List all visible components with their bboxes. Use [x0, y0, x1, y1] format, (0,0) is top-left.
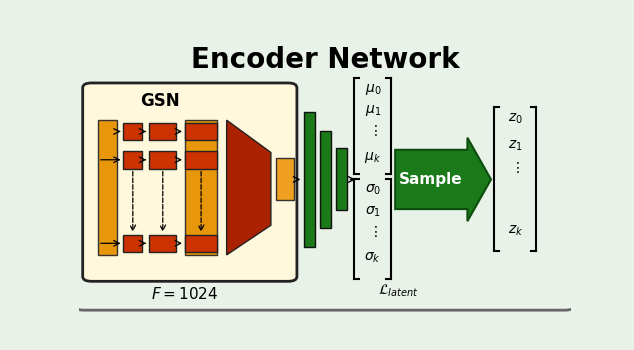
Bar: [336, 148, 347, 210]
Polygon shape: [227, 120, 271, 255]
Bar: [185, 120, 217, 255]
Text: $\sigma_0$: $\sigma_0$: [365, 183, 381, 197]
Bar: [124, 151, 142, 169]
Text: $\vdots$: $\vdots$: [368, 124, 378, 139]
Bar: [98, 120, 117, 255]
Bar: [320, 131, 331, 228]
Text: $\mu_1$: $\mu_1$: [365, 103, 381, 118]
Text: $\vdots$: $\vdots$: [368, 224, 378, 239]
Text: $F = 1024$: $F = 1024$: [151, 286, 219, 302]
Bar: [185, 123, 217, 140]
Bar: [149, 123, 176, 140]
Text: $\vdots$: $\vdots$: [510, 160, 520, 175]
Polygon shape: [395, 138, 491, 221]
Text: Encoder Network: Encoder Network: [191, 46, 459, 74]
Bar: [149, 151, 176, 169]
Text: $z_0$: $z_0$: [508, 112, 523, 126]
FancyBboxPatch shape: [72, 39, 577, 310]
FancyBboxPatch shape: [82, 83, 297, 281]
Bar: [304, 112, 315, 247]
Bar: [185, 235, 217, 252]
Bar: [276, 158, 294, 199]
Text: $\sigma_1$: $\sigma_1$: [365, 205, 381, 219]
Text: $\mu_0$: $\mu_0$: [365, 82, 381, 97]
Text: GSN: GSN: [141, 92, 180, 110]
Text: $\sigma_k$: $\sigma_k$: [365, 250, 381, 265]
Text: Sample: Sample: [399, 172, 462, 187]
Bar: [185, 151, 217, 169]
Text: $z_k$: $z_k$: [508, 223, 523, 238]
Text: $\mu_k$: $\mu_k$: [365, 150, 381, 166]
Text: $z_1$: $z_1$: [508, 139, 522, 153]
Bar: [124, 235, 142, 252]
Text: $\mathcal{L}_{latent}$: $\mathcal{L}_{latent}$: [378, 283, 419, 300]
Bar: [124, 123, 142, 140]
Bar: [149, 235, 176, 252]
